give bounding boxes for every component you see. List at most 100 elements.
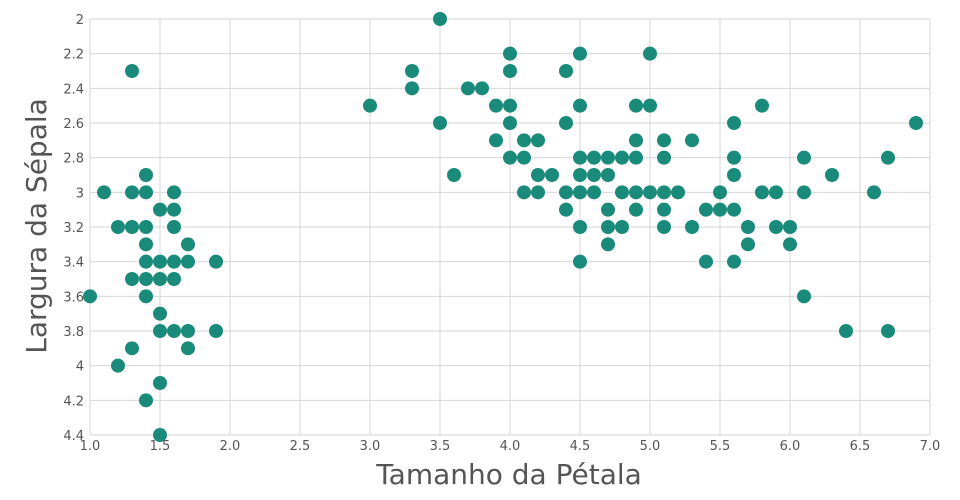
x-tick-label: 1.0 bbox=[80, 439, 101, 454]
data-point bbox=[713, 185, 727, 200]
data-point bbox=[447, 168, 461, 182]
data-point bbox=[671, 185, 685, 200]
data-point bbox=[209, 254, 223, 269]
data-point bbox=[167, 272, 181, 286]
data-point bbox=[909, 116, 923, 130]
data-point bbox=[769, 220, 783, 234]
x-tick-label: 2.0 bbox=[220, 439, 241, 454]
data-point bbox=[601, 202, 615, 217]
data-point bbox=[181, 341, 195, 356]
y-tick-label: 2.2 bbox=[63, 48, 84, 63]
data-point bbox=[83, 289, 97, 304]
data-point bbox=[643, 185, 657, 200]
data-point bbox=[181, 324, 195, 338]
y-tick-label: 2.4 bbox=[63, 82, 84, 97]
x-axis-title: Tamanho da Pétala bbox=[375, 458, 642, 491]
data-point bbox=[97, 185, 111, 200]
data-point bbox=[643, 98, 657, 113]
data-point bbox=[503, 150, 517, 165]
data-point bbox=[167, 220, 181, 234]
data-point bbox=[405, 64, 419, 78]
data-point bbox=[125, 220, 139, 234]
data-point bbox=[587, 168, 601, 182]
data-point bbox=[153, 272, 167, 286]
data-point bbox=[153, 428, 167, 442]
x-tick-label: 6.5 bbox=[850, 439, 871, 454]
data-point bbox=[433, 12, 447, 26]
data-point bbox=[657, 220, 671, 234]
data-point bbox=[433, 116, 447, 130]
data-point bbox=[755, 185, 769, 200]
data-point bbox=[727, 150, 741, 165]
data-point bbox=[797, 150, 811, 165]
data-point bbox=[125, 272, 139, 286]
data-point bbox=[489, 98, 503, 113]
data-point bbox=[503, 64, 517, 78]
data-point bbox=[741, 220, 755, 234]
data-point bbox=[755, 98, 769, 113]
data-point bbox=[629, 133, 643, 148]
x-tick-label: 3.0 bbox=[360, 439, 381, 454]
data-point bbox=[601, 237, 615, 252]
data-point bbox=[153, 202, 167, 217]
y-tick-label: 3.4 bbox=[63, 256, 84, 271]
data-point bbox=[657, 150, 671, 165]
data-point bbox=[573, 98, 587, 113]
data-point bbox=[867, 185, 881, 200]
data-point bbox=[153, 306, 167, 321]
data-point bbox=[657, 202, 671, 217]
data-point bbox=[727, 202, 741, 217]
data-point bbox=[573, 150, 587, 165]
data-point bbox=[657, 185, 671, 200]
data-point bbox=[629, 202, 643, 217]
data-point bbox=[727, 116, 741, 130]
x-tick-label: 6.0 bbox=[780, 439, 801, 454]
data-point bbox=[573, 185, 587, 200]
y-tick-label: 2.6 bbox=[63, 117, 84, 132]
y-tick-label: 3.6 bbox=[63, 290, 84, 305]
data-point bbox=[699, 254, 713, 269]
data-point bbox=[503, 46, 517, 61]
data-point bbox=[573, 254, 587, 269]
data-point bbox=[167, 202, 181, 217]
data-point bbox=[517, 150, 531, 165]
data-point bbox=[881, 150, 895, 165]
data-point bbox=[573, 220, 587, 234]
data-point bbox=[111, 220, 125, 234]
data-point bbox=[139, 220, 153, 234]
data-point bbox=[727, 254, 741, 269]
x-tick-label: 2.5 bbox=[290, 439, 311, 454]
data-point bbox=[139, 393, 153, 408]
y-axis-title: Largura da Sépala bbox=[20, 98, 53, 354]
data-point bbox=[475, 81, 489, 96]
data-point bbox=[153, 254, 167, 269]
data-point bbox=[531, 185, 545, 200]
grid-lines bbox=[89, 18, 931, 436]
y-tick-label: 4.4 bbox=[63, 429, 84, 444]
data-point bbox=[517, 133, 531, 148]
data-point bbox=[685, 133, 699, 148]
data-point bbox=[741, 237, 755, 252]
x-axis-ticks: 1.0 1.5 2.0 2.5 3.0 3.5 4.0 4.5 5.0 5.5 6.0 6.5 7.0 bbox=[80, 439, 941, 454]
data-point bbox=[685, 220, 699, 234]
data-point bbox=[181, 237, 195, 252]
data-point bbox=[531, 168, 545, 182]
data-point bbox=[167, 324, 181, 338]
data-point bbox=[167, 254, 181, 269]
data-point bbox=[489, 133, 503, 148]
x-tick-label: 3.5 bbox=[430, 439, 451, 454]
x-tick-label: 5.0 bbox=[640, 439, 661, 454]
data-point bbox=[783, 220, 797, 234]
data-point bbox=[727, 168, 741, 182]
data-point bbox=[503, 98, 517, 113]
data-point bbox=[531, 133, 545, 148]
data-point bbox=[139, 254, 153, 269]
data-point bbox=[601, 150, 615, 165]
data-point bbox=[601, 168, 615, 182]
data-point bbox=[629, 98, 643, 113]
data-point bbox=[573, 168, 587, 182]
x-tick-label: 5.5 bbox=[710, 439, 731, 454]
data-points bbox=[83, 12, 923, 442]
data-point bbox=[139, 237, 153, 252]
